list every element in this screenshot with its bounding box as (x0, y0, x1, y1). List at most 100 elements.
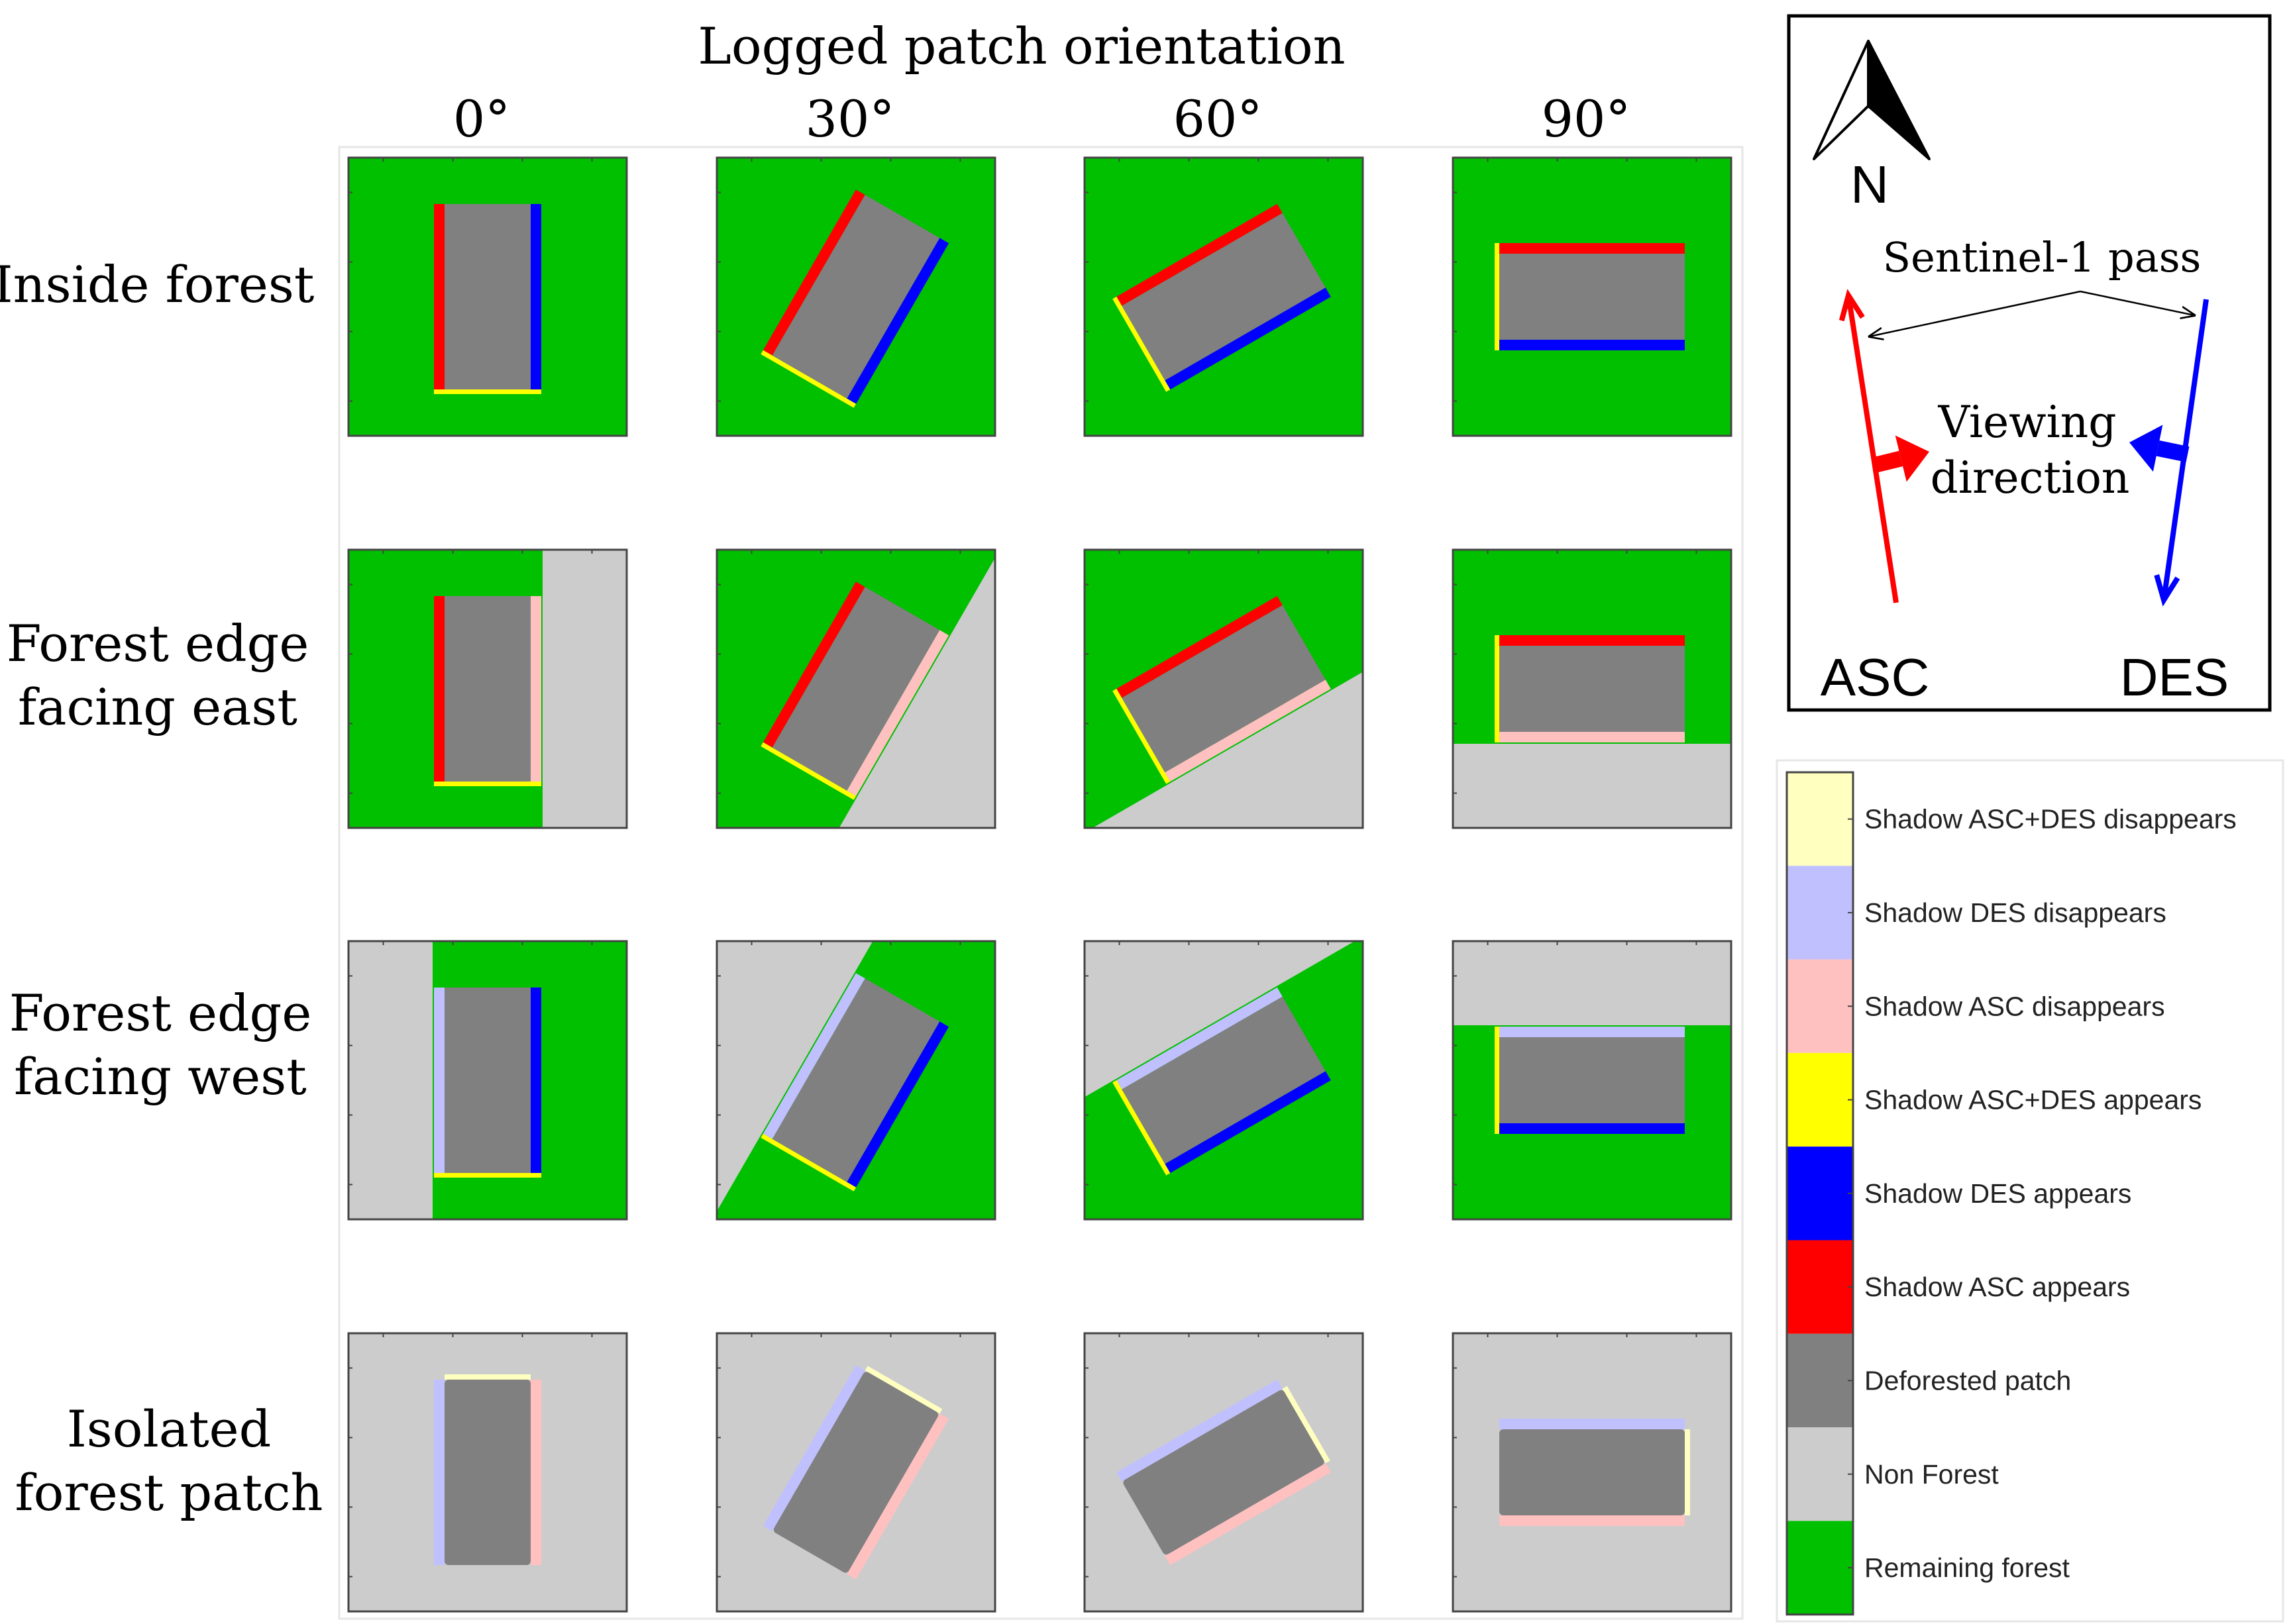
panel-isolated-60 (1083, 1332, 1364, 1613)
legend-label-6: Deforested patch (1864, 1365, 2071, 1396)
column-header-title: Logged patch orientation (698, 17, 1345, 76)
panel-edge-east-90 (1452, 548, 1732, 829)
panel-frame (1452, 156, 1732, 437)
shadow-strip-bottom (434, 782, 541, 786)
panel-edge-east-0 (347, 548, 628, 829)
panel-frame (716, 548, 996, 829)
shadow-strip-bottom (434, 1173, 541, 1178)
deforested-patch-group (1116, 1379, 1331, 1566)
panel-inside-90 (1452, 156, 1732, 437)
viewing-label-line2: direction (1931, 452, 2130, 503)
panel-frame (716, 1332, 996, 1613)
legend-swatch-7 (1787, 1427, 1853, 1521)
deforested-patch-group (1112, 595, 1331, 784)
shadow-strip-left (763, 189, 865, 356)
shadow-strip-left (1499, 635, 1685, 646)
deforested-patch-group (761, 973, 949, 1192)
panel-frame (1083, 548, 1364, 829)
legend-label-1: Shadow DES disappears (1864, 897, 2166, 928)
deforested-patch-group (1112, 987, 1331, 1176)
deforested-patch (772, 195, 940, 399)
shadow-strip-bottom (1495, 243, 1499, 350)
shadow-strip-left (1116, 203, 1283, 306)
panel-frame (1452, 548, 1732, 829)
panel-isolated-0 (347, 1332, 628, 1613)
shadow-strip-bottom (1495, 1027, 1499, 1134)
panel-edge-west-0 (347, 940, 628, 1221)
legend-swatch-1 (1787, 866, 1853, 960)
orientation-headers: 0° 30° 60° 90° (453, 89, 1631, 148)
deforested-patch (445, 596, 531, 782)
deforested-patch (445, 204, 531, 389)
deforested-patch-group (761, 582, 949, 800)
deforested-patch (1122, 996, 1326, 1164)
shadow-strip-bottom (1495, 635, 1499, 742)
shadow-strip-left (1499, 243, 1685, 254)
legend-swatch-2 (1787, 959, 1853, 1053)
panel-frame (1452, 1332, 1732, 1613)
panel-frame (347, 156, 628, 437)
pass-pointer-des (2080, 290, 2194, 315)
shadow-strip-left (434, 596, 445, 782)
shadow-strip-left (1116, 595, 1283, 698)
shadow-strip-right (1499, 340, 1685, 350)
shadow-strip-left (763, 582, 865, 748)
legend-label-0: Shadow ASC+DES disappears (1864, 804, 2237, 835)
non-forest-area (543, 550, 627, 828)
shadow-strip-left (434, 204, 445, 389)
shadow-strip-left (1116, 1379, 1283, 1482)
legend-swatch-4 (1787, 1146, 1853, 1241)
panel-frame (716, 156, 996, 437)
pass-pointer-asc (1870, 290, 2081, 336)
panel-inside-60 (1083, 156, 1364, 437)
shadow-strip-right (531, 204, 541, 389)
row-label-isolated-line1: Isolated (67, 1399, 272, 1458)
orientation-label-30: 30° (806, 89, 895, 148)
deforested-patch-group (1495, 243, 1685, 350)
orientation-label-90: 90° (1542, 89, 1631, 148)
deforested-patch-group (1495, 1027, 1685, 1134)
panel-inside-0 (347, 156, 628, 437)
deforested-patch (773, 1372, 939, 1573)
shadow-strip-bottom (434, 389, 541, 394)
deforested-patch (1499, 646, 1685, 732)
deforested-patch (1499, 254, 1685, 340)
shadow-strip-top (865, 1366, 943, 1414)
shadow-strip-right (531, 1380, 541, 1565)
deforested-patch-group (434, 596, 541, 786)
panel-frame (1452, 940, 1732, 1221)
panel-edge-west-90 (1452, 940, 1732, 1221)
shadow-strip-right (1165, 287, 1331, 390)
shadow-strip-top (445, 1374, 531, 1380)
asc-label: ASC (1821, 648, 1930, 707)
panel-frame (716, 940, 996, 1221)
shadow-strip-left (1499, 1419, 1685, 1429)
asc-pass-arrow-icon (1838, 289, 1899, 603)
sentinel-pass-label: Sentinel-1 pass (1883, 233, 2202, 281)
panel-frame (1083, 156, 1364, 437)
panel-frame (347, 940, 628, 1221)
asc-viewing-arrow-icon (1873, 435, 1929, 482)
viewing-label-line1: Viewing (1937, 397, 2116, 448)
compass-box: N Sentinel-1 pass Viewing direction ASC … (1787, 14, 2272, 712)
compass-frame (1787, 14, 2272, 712)
shadow-strip-left (434, 988, 445, 1173)
deforested-patch (772, 978, 940, 1182)
shadow-strip-right (531, 596, 541, 782)
row-label-edge-east-line2: facing east (18, 678, 297, 736)
row-label-edge-east-line1: Forest edge (7, 614, 309, 673)
deforested-patch-group (1499, 1419, 1690, 1526)
shadow-strip-bottom (1112, 688, 1171, 784)
deforested-patch-group (434, 1374, 541, 1565)
shadow-strip-left (434, 1380, 445, 1565)
shadow-strip-right (1499, 1123, 1685, 1134)
legend-swatch-0 (1787, 772, 1853, 866)
deforested-patch-group (1112, 203, 1331, 392)
shadow-strip-bottom (761, 1133, 857, 1192)
row-label-inside-forest: Inside forest (0, 255, 314, 314)
non-forest-area (348, 941, 433, 1219)
panel-frame (347, 548, 628, 829)
deforested-patch (1499, 1037, 1685, 1123)
shadow-strip-right (531, 988, 541, 1173)
